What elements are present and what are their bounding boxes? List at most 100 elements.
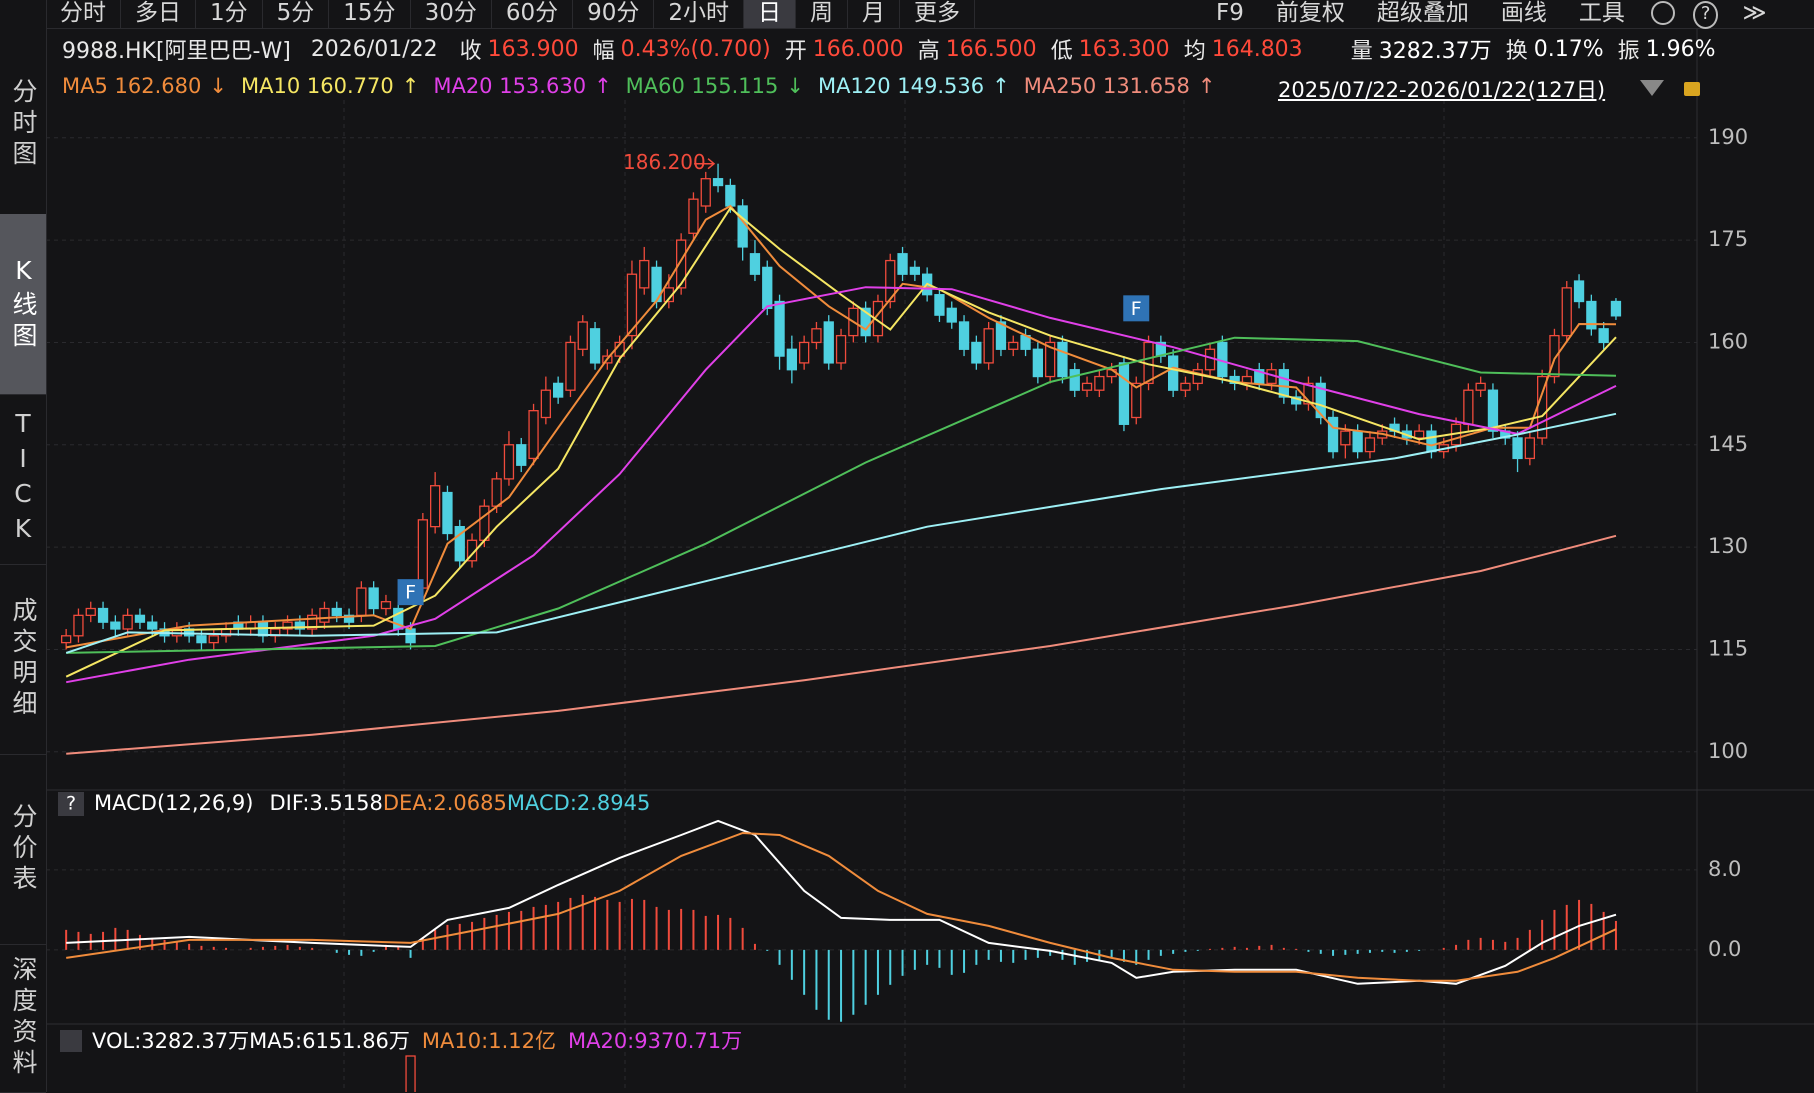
tool-button[interactable]: F9	[1216, 0, 1244, 26]
candle-body	[553, 382, 564, 398]
y-tick-label: 145	[1708, 432, 1748, 456]
indicator-legend: MACD(12,26,9) DIF:3.5158DEA:2.0685MACD:2.…	[94, 791, 650, 815]
quote-date: 2026/01/22	[310, 36, 438, 62]
sidebar-tab[interactable]: 分价表	[0, 754, 46, 945]
candle-body	[196, 635, 207, 644]
indicator-line	[66, 286, 1617, 684]
candle-body	[1573, 280, 1585, 303]
help-icon: ?	[66, 793, 76, 815]
candle-body	[725, 184, 736, 207]
candle-body	[61, 635, 72, 644]
legend-entry: MA20 153.630	[433, 74, 587, 98]
candle-body	[405, 628, 416, 644]
candle-body	[73, 614, 84, 637]
info-bar: 9988.HK[阿里巴巴-W] 2026/01/22 收 163.900 幅 0.43%(…	[62, 34, 1814, 65]
indicator-line	[66, 831, 1617, 982]
legend-entry: MA250 131.658	[1023, 74, 1190, 98]
candle-body	[1168, 355, 1179, 391]
candle-body	[565, 341, 576, 391]
y-tick-label: 100	[1708, 739, 1748, 763]
icon-button[interactable]: ≫	[1742, 0, 1767, 26]
candle-body	[589, 328, 601, 364]
y-tick-label: 175	[1708, 227, 1748, 251]
timeframe-tab[interactable]: 5分	[263, 0, 330, 28]
legend-trend: ↓	[786, 74, 805, 98]
field-value: 163.300	[1078, 36, 1170, 62]
field-value: 3282.37万	[1378, 39, 1492, 64]
candle-body	[454, 526, 465, 562]
tool-button[interactable]: 工具	[1578, 0, 1625, 26]
timeframe-tab[interactable]: 多日	[121, 0, 196, 28]
candle-body	[1131, 382, 1142, 419]
sidebar-tab[interactable]: 成交明细	[0, 564, 46, 755]
timeframe-tab[interactable]: 60分	[492, 0, 574, 28]
candle-body	[1094, 375, 1105, 391]
candle-body	[897, 253, 908, 275]
candle-body	[1463, 389, 1474, 425]
timeframe-tab[interactable]: 2小时	[654, 0, 745, 28]
candle-body	[528, 410, 539, 460]
y-tick-label: 130	[1708, 534, 1748, 558]
tool-button[interactable]: 画线	[1500, 0, 1547, 26]
field-label: 均	[1183, 39, 1206, 64]
indicator-line	[65, 412, 1617, 654]
candle-body	[1352, 430, 1363, 453]
y-tick-label: 8.0	[1708, 857, 1741, 881]
field-label: 开	[784, 39, 807, 64]
candle-body	[799, 341, 810, 364]
candle-body	[1598, 328, 1609, 344]
tool-button[interactable]: 超级叠加	[1376, 0, 1469, 26]
candle-body	[331, 607, 342, 616]
timeframe-tab[interactable]: 周	[796, 0, 849, 28]
candle-body	[1315, 382, 1326, 419]
candle-body	[688, 198, 699, 234]
sidebar-tab[interactable]: 分时图	[0, 34, 46, 215]
settings-icon[interactable]	[1650, 1, 1675, 25]
timeframe-tab[interactable]: 月	[848, 0, 901, 28]
field-value: 1.96%	[1645, 36, 1716, 62]
candle-body	[134, 614, 146, 623]
candle-body	[983, 328, 994, 364]
sidebar-tab[interactable]: TICK	[0, 394, 46, 565]
timeframe-tab[interactable]: 1分	[196, 0, 263, 28]
candle-body	[319, 607, 330, 623]
icon-button[interactable]: ?	[1692, 1, 1719, 29]
field-value: 0.17%	[1533, 36, 1604, 62]
timeframe-tab[interactable]: 90分	[573, 0, 655, 28]
field-label: 换	[1505, 39, 1528, 64]
timeframe-tab[interactable]: 分时	[46, 0, 121, 28]
range-label[interactable]: 2025/07/22-2026/01/22(127日)	[1278, 78, 1606, 102]
legend-trend: ↑	[992, 74, 1010, 98]
candle-body	[1426, 430, 1437, 453]
sidebar-tab[interactable]: 深度资料	[0, 944, 46, 1093]
field-label: 振	[1617, 39, 1640, 64]
volume-bar	[405, 1055, 416, 1092]
legend-item: MACD(12,26,9)	[94, 791, 254, 815]
indicator-line	[65, 206, 1617, 678]
tool-button[interactable]: 前复权	[1275, 0, 1345, 26]
sidebar-tab[interactable]: K线图	[0, 214, 46, 395]
candle-body	[343, 614, 355, 623]
candle-body	[823, 321, 834, 364]
timeframe-tab[interactable]: 30分	[411, 0, 492, 28]
candle-body	[1118, 362, 1130, 425]
timeframe-tab[interactable]: 更多	[900, 0, 976, 28]
candle-body	[786, 348, 797, 371]
candle-body	[934, 294, 945, 316]
max-price-arrowhead	[707, 158, 716, 170]
timeframe-tab[interactable]: 日	[744, 0, 797, 28]
candle-body	[676, 239, 687, 289]
marker-box	[397, 579, 424, 606]
candle-body	[1278, 369, 1289, 398]
y-tick-label: 160	[1708, 329, 1748, 353]
candle-body	[97, 607, 109, 623]
candle-body	[1327, 416, 1339, 453]
timeframe-tab[interactable]: 15分	[329, 0, 411, 28]
field-value: 164.803	[1211, 36, 1303, 62]
candle-body	[860, 307, 871, 337]
candle-body	[122, 614, 133, 630]
candle-body	[1032, 348, 1043, 378]
ma-legend: MA5 162.680 ↓ MA10 160.770 ↑ MA20 153.630 ↑ MA…	[62, 72, 1229, 100]
candle-body	[479, 505, 490, 541]
